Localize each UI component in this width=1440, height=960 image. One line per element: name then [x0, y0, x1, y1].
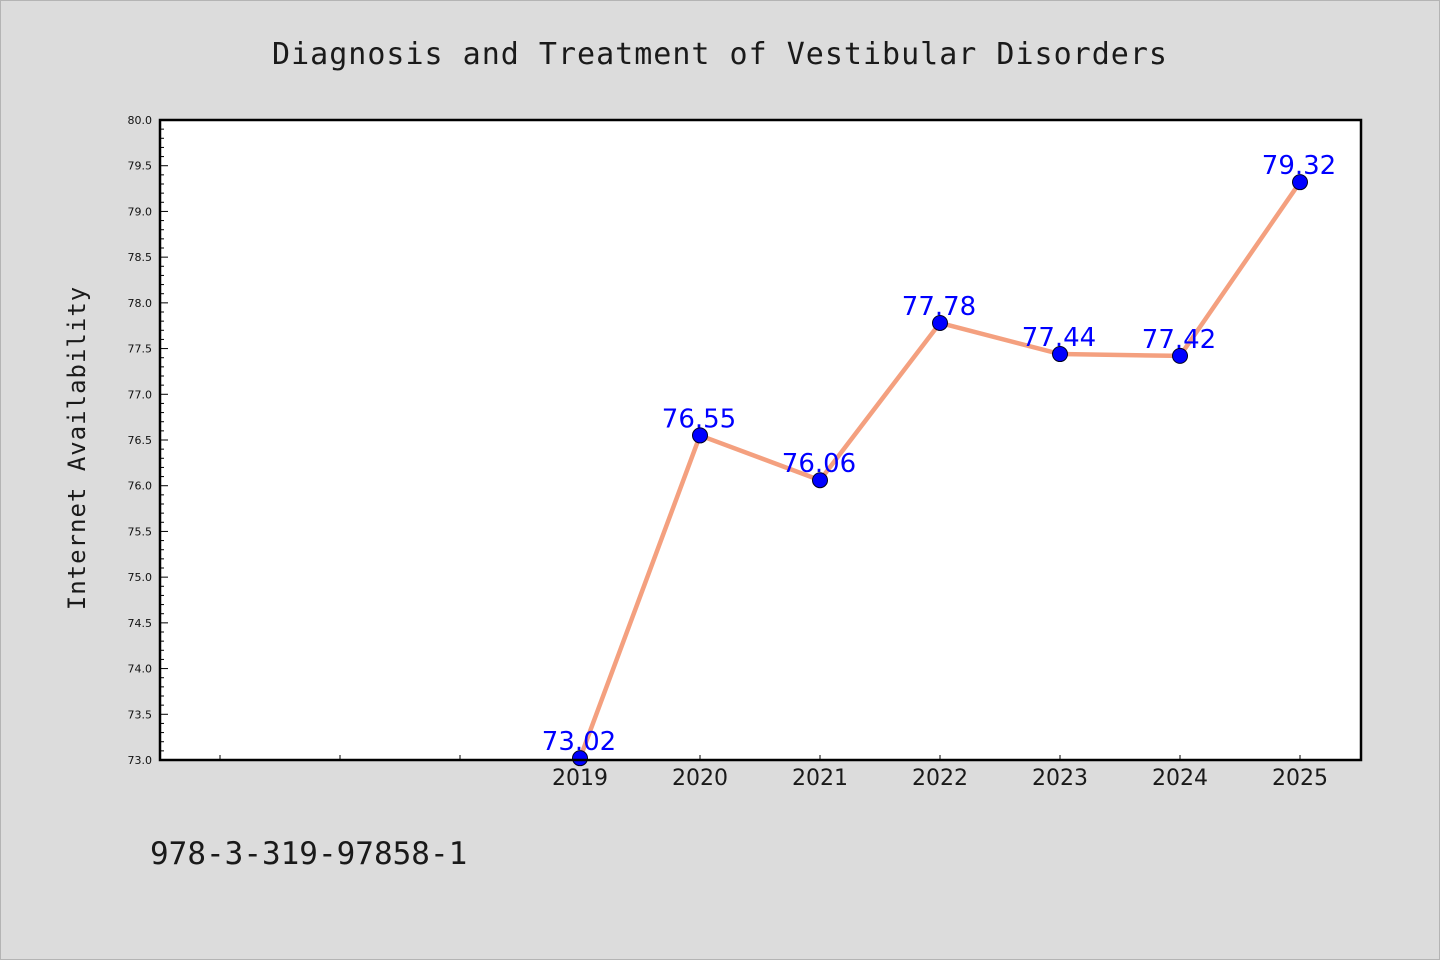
data-label: 77.44 — [1022, 323, 1096, 353]
data-label: 76.55 — [662, 404, 736, 434]
plot-area — [160, 120, 1361, 760]
y-tick-label: 76.0 — [128, 480, 153, 493]
data-point — [932, 314, 948, 331]
y-tick-label: 74.0 — [128, 663, 153, 676]
plot-border — [158, 118, 1363, 762]
data-point — [1292, 174, 1308, 191]
y-tick-label: 79.0 — [128, 205, 153, 218]
data-label: 73.02 — [542, 727, 616, 757]
y-tick-label: 75.5 — [128, 525, 153, 538]
y-tick-label: 74.5 — [128, 617, 153, 630]
data-label: 77.42 — [1142, 325, 1216, 355]
y-tick-label: 80.0 — [128, 114, 153, 127]
x-tick-label: 2019 — [552, 766, 608, 791]
data-point — [572, 750, 588, 767]
x-tick-label: 2020 — [672, 766, 728, 791]
data-point — [812, 472, 828, 489]
data-labels: 73.02 76.55 76.06 77.78 77.44 77.42 79.32 — [542, 151, 1336, 757]
y-tick-label: 77.0 — [128, 388, 153, 401]
data-point — [692, 427, 708, 444]
x-axis: 2019 2020 2021 2022 2023 2024 2025 — [219, 755, 1328, 791]
y-tick-label: 73.5 — [128, 708, 153, 721]
x-tick-label: 2021 — [792, 766, 848, 791]
y-tick-label: 76.5 — [128, 434, 153, 447]
x-tick-label: 2024 — [1152, 766, 1208, 791]
x-tick-label: 2025 — [1272, 766, 1328, 791]
y-tick-label: 78.0 — [128, 297, 153, 310]
y-axis: 73.0 73.5 74.0 74.5 75.0 75.5 76.0 76.5 77.0 77.5… — [128, 114, 168, 767]
y-tick-label: 78.5 — [128, 251, 153, 264]
data-label: 76.06 — [782, 449, 856, 479]
chart-title: Diagnosis and Treatment of Vestibular Di… — [272, 37, 1168, 72]
y-tick-label: 73.0 — [128, 754, 153, 767]
y-axis-label: Internet Availability — [63, 286, 91, 610]
data-point — [1172, 347, 1188, 364]
data-label: 77.78 — [902, 292, 976, 322]
series-layer — [572, 174, 1308, 767]
data-point — [1052, 346, 1068, 363]
x-tick-label: 2022 — [912, 766, 968, 791]
y-tick-label: 77.5 — [128, 343, 153, 356]
data-label: 79.32 — [1262, 151, 1336, 181]
y-tick-label: 75.0 — [128, 571, 153, 584]
isbn-footer: 978-3-319-97858-1 — [150, 836, 467, 872]
y-tick-label: 79.5 — [128, 160, 153, 173]
x-tick-label: 2023 — [1032, 766, 1088, 791]
